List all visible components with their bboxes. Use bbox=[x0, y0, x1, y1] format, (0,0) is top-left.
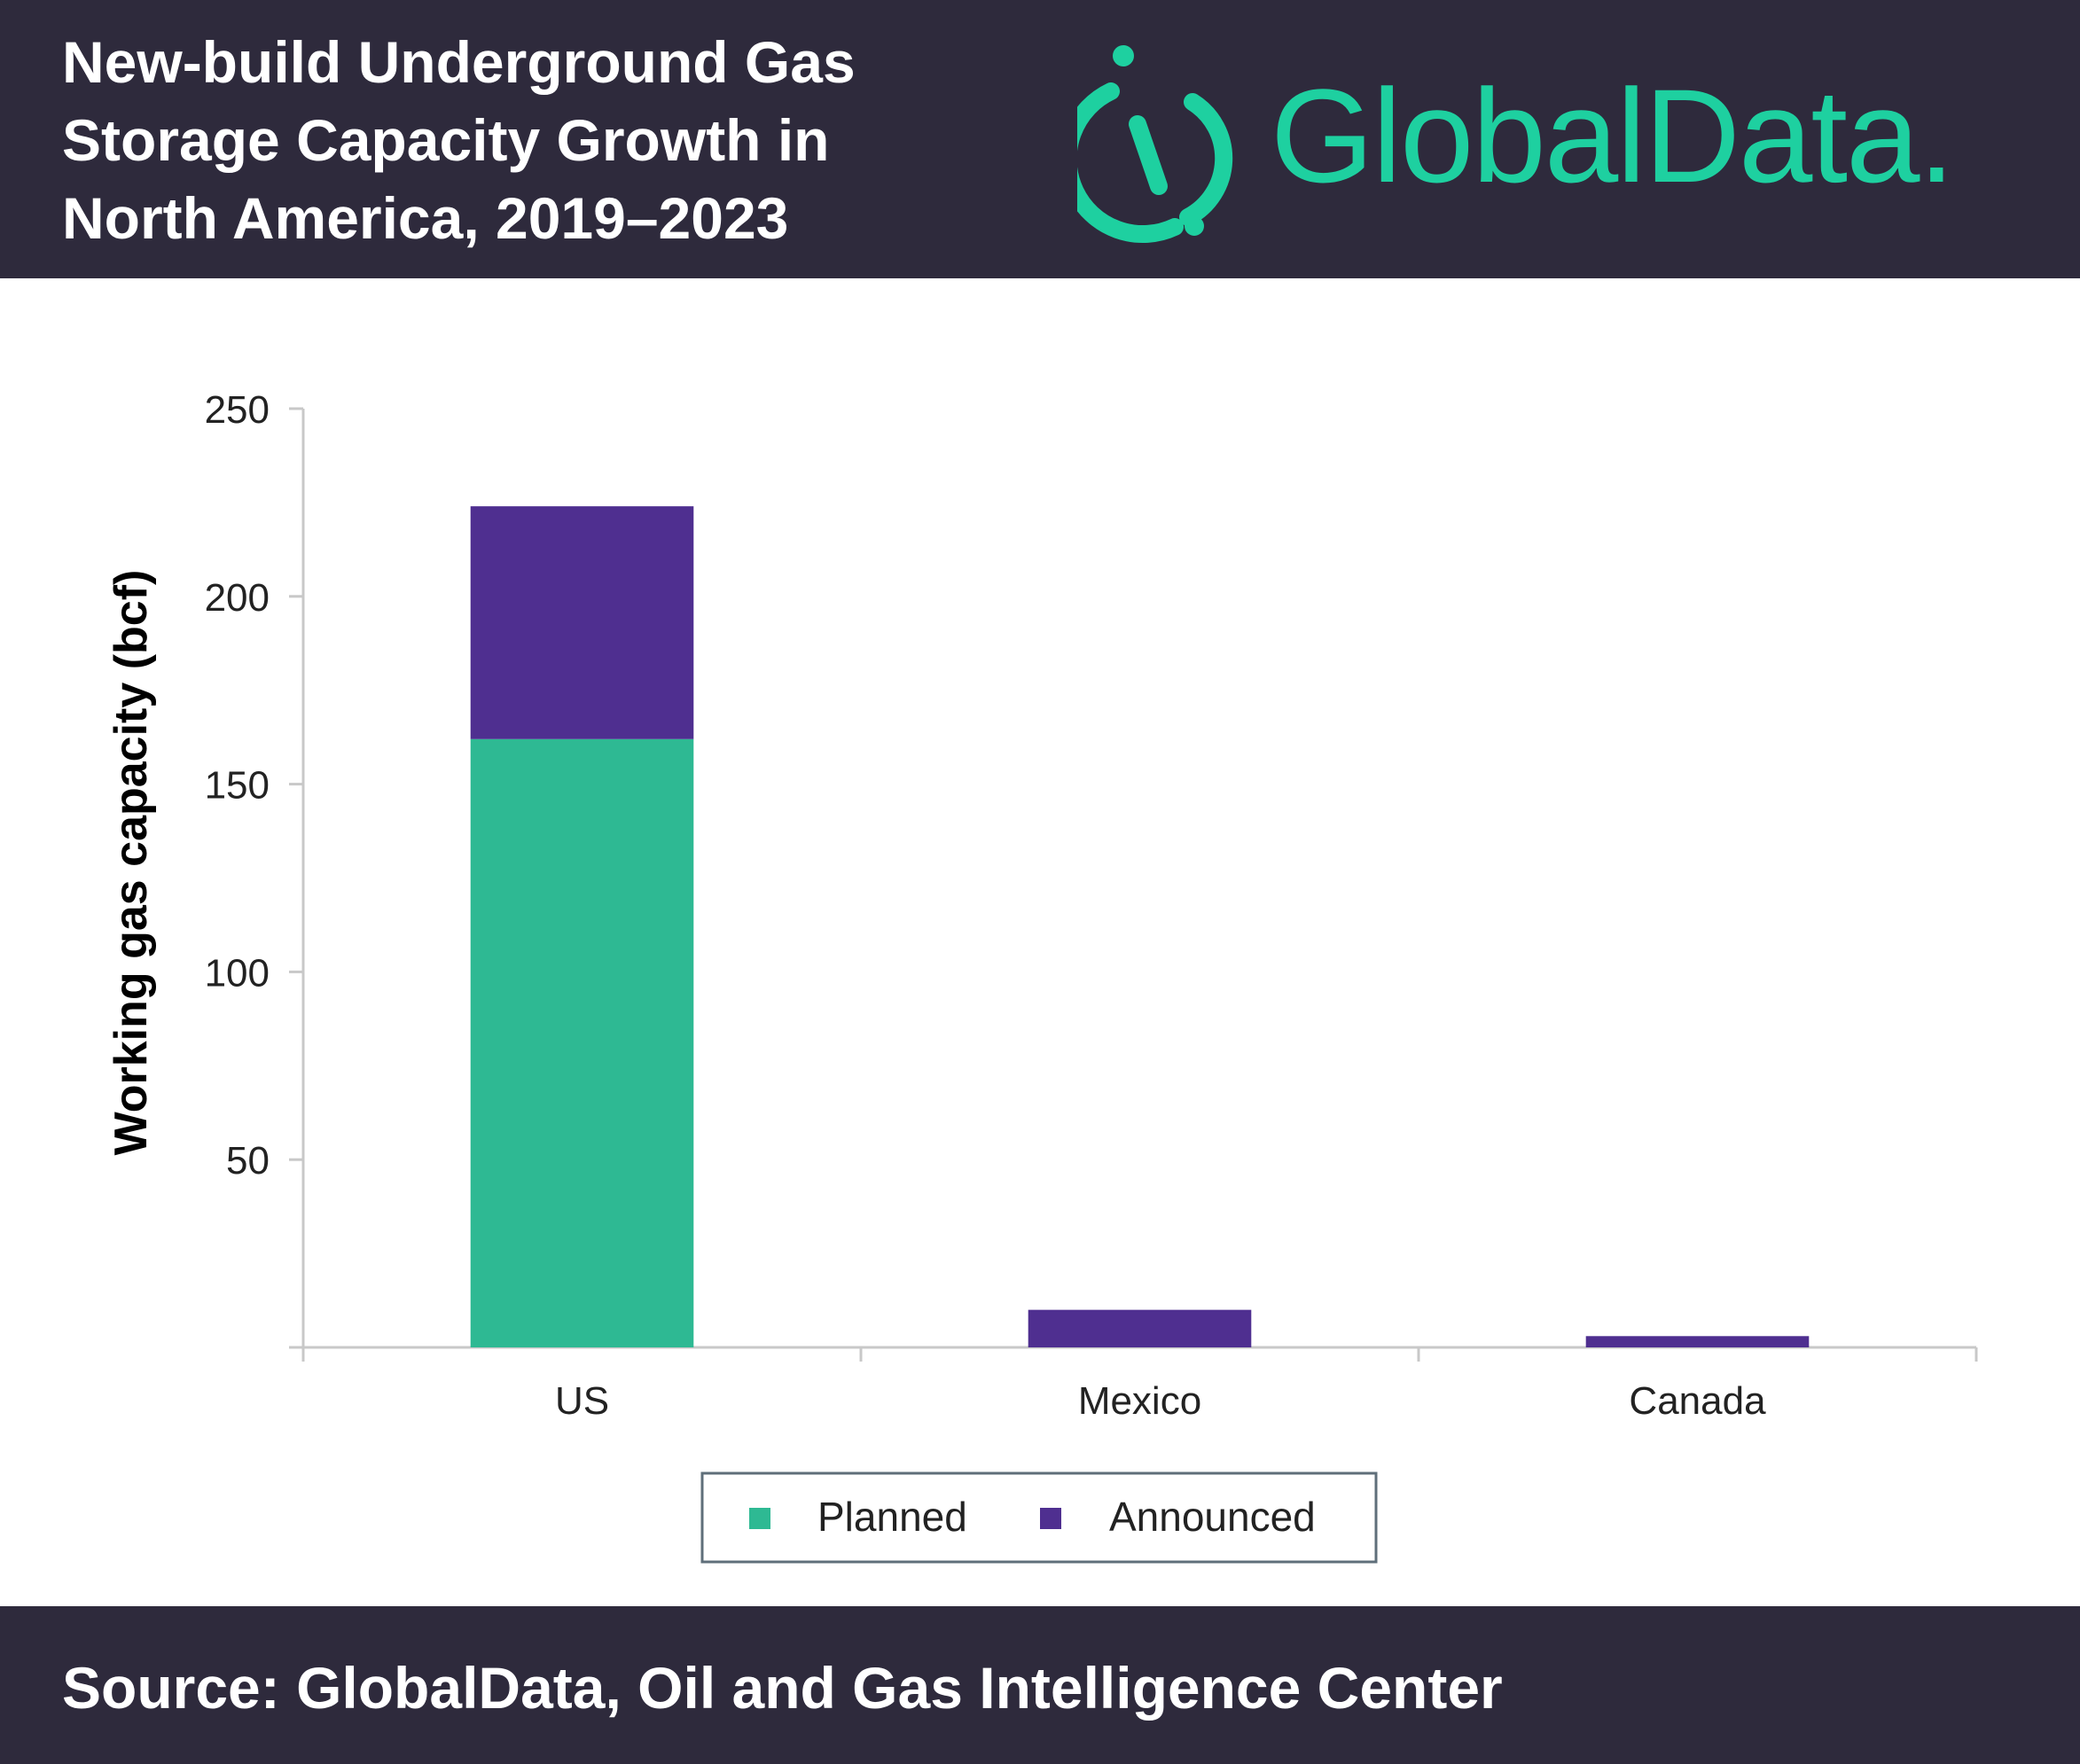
source-note: Source: GlobalData, Oil and Gas Intellig… bbox=[62, 1655, 1503, 1721]
chart-title: New-build Underground Gas Storage Capaci… bbox=[62, 23, 1055, 257]
legend-swatch-announced bbox=[1040, 1508, 1061, 1529]
bar-announced-us bbox=[470, 506, 694, 739]
title-line-3: North America, 2019–2023 bbox=[62, 185, 789, 251]
y-axis-label: Working gas capacity (bcf) bbox=[106, 570, 157, 1156]
y-axis: 50 100 150 200 250 bbox=[205, 388, 305, 1349]
bar-chart: 50 100 150 200 250 US Mexico Canada Working ga… bbox=[106, 388, 1978, 1564]
y-tick-label: 150 bbox=[205, 764, 270, 808]
legend-label-planned: Planned bbox=[817, 1494, 967, 1540]
x-axis: US Mexico Canada bbox=[301, 1346, 1978, 1423]
y-tick-label: 50 bbox=[226, 1139, 270, 1183]
bar-announced-canada bbox=[1585, 1336, 1810, 1347]
y-tick-label: 200 bbox=[205, 576, 270, 620]
chart-area: 50 100 150 200 250 US Mexico Canada Working ga… bbox=[0, 278, 2080, 1606]
legend-box bbox=[700, 1471, 1378, 1564]
legend: Planned Announced bbox=[700, 1471, 1378, 1564]
globaldata-logo: GlobalData. bbox=[1059, 40, 2061, 244]
y-tick-label: 250 bbox=[205, 388, 270, 432]
header-banner: New-build Underground Gas Storage Capaci… bbox=[0, 0, 2080, 278]
legend-swatch-planned bbox=[749, 1508, 770, 1529]
legend-label-announced: Announced bbox=[1109, 1494, 1316, 1540]
x-tick-label: Mexico bbox=[1078, 1379, 1201, 1423]
title-line-2: Storage Capacity Growth in bbox=[62, 107, 830, 173]
bars bbox=[470, 506, 1810, 1347]
bar-announced-mexico bbox=[1028, 1309, 1252, 1347]
bar-planned-us bbox=[470, 738, 694, 1347]
title-line-1: New-build Underground Gas bbox=[62, 29, 856, 95]
globaldata-logo-icon bbox=[1059, 45, 1233, 244]
logo-wordmark: GlobalData. bbox=[1271, 61, 1955, 210]
y-tick-label: 100 bbox=[205, 951, 270, 995]
x-tick-label: US bbox=[555, 1379, 609, 1423]
footer-banner: Source: GlobalData, Oil and Gas Intellig… bbox=[0, 1606, 2080, 1764]
x-tick-label: Canada bbox=[1629, 1379, 1766, 1423]
